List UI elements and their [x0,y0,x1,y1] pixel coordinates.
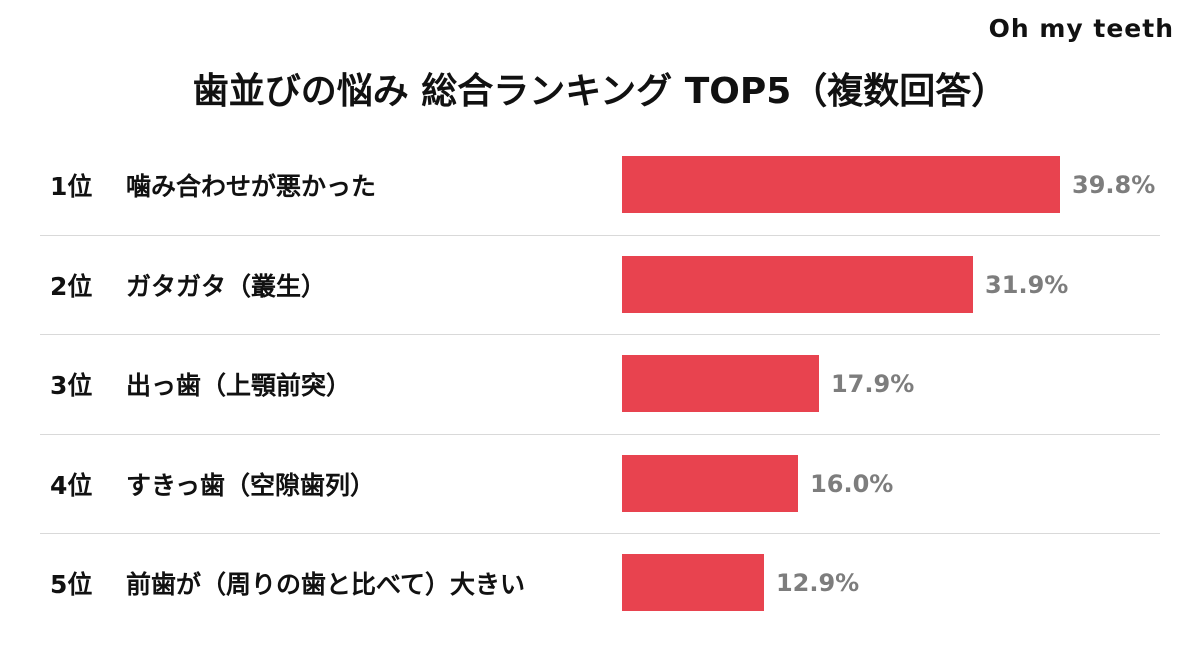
value-label: 12.9% [775,569,860,597]
category-label: すきっ歯（空隙歯列） [126,470,376,500]
row-divider [40,433,1160,435]
rank-label: 5位 [50,570,93,599]
bar [622,255,974,313]
rank-label: 1位 [50,172,93,201]
bar [622,156,1060,213]
row-divider [40,533,1160,534]
row-divider [40,234,1160,236]
brand-logo: Oh my teeth [988,14,1174,43]
value-label: 16.0% [810,469,894,498]
rank-label: 4位 [50,470,93,500]
rank-label: 2位 [50,271,93,301]
chart-title: 歯並びの悩み 総合ランキング TOP5（複数回答） [192,71,1008,112]
category-label: 前歯が（周りの歯と比べて）大きい [126,570,526,599]
bar [622,554,764,611]
value-label: 17.9% [830,370,915,398]
ranking-row: 1位 噛み合わせが悪かった 39.8% [0,135,1200,235]
ranking-row: 4位 すきっ歯（空隙歯列） 16.0% [0,434,1200,534]
value-label: 39.8% [1072,171,1156,199]
ranking-row: 3位 出っ歯（上顎前突） 17.9% [0,334,1200,434]
category-label: ガタガタ（叢生） [126,271,327,301]
ranking-row: 5位 前歯が（周りの歯と比べて）大きい 12.9% [0,533,1200,633]
ranking-row: 2位 ガタガタ（叢生） 31.9% [0,235,1200,335]
bar [622,355,819,412]
category-label: 噛み合わせが悪かった [126,172,377,201]
row-divider [40,334,1160,335]
bar [622,454,799,512]
rank-label: 3位 [50,371,93,400]
value-label: 31.9% [985,270,1069,299]
category-label: 出っ歯（上顎前突） [126,371,352,400]
